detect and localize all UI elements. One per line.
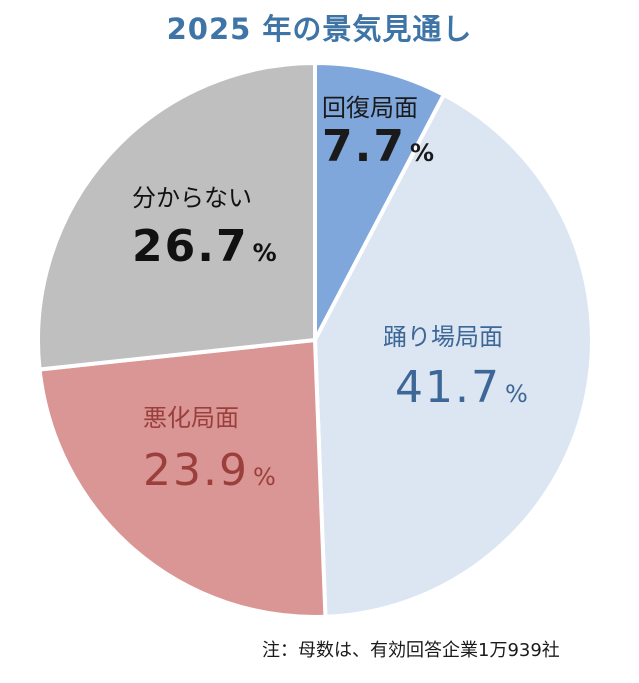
chart-title: 2025 年の景気見通し [166,12,473,46]
category-label: 踊り場局面 [383,323,503,351]
category-label: 回復局面 [322,94,418,122]
percent-sign: % [409,139,434,167]
slice-label-plateau: 踊り場局面 41.7% [383,317,528,413]
footnote: 注：母数は、有効回答企業1万939社 [262,640,560,661]
percent-sign: % [252,239,277,267]
value-number: 26.7 [132,221,249,272]
slice-recovery [313,61,446,342]
value-number: 7.7 [322,121,406,172]
slice-unknown [36,61,317,372]
percent-sign: % [504,380,528,408]
slice-deterioration [37,338,328,619]
category-label: 分からない [132,184,252,212]
category-label: 悪化局面 [143,404,239,432]
value-label: 23.9% [143,445,276,496]
slice-label-unknown: 分からない 26.7% [132,178,277,272]
value-label: 41.7% [395,362,528,413]
value-label: 26.7% [132,221,277,272]
value-label: 7.7% [322,121,434,172]
slice-label-deterioration: 悪化局面 23.9% [143,398,276,496]
value-number: 41.7 [395,362,501,413]
slice-plateau [313,92,594,619]
slice-label-recovery: 回復局面 7.7% [322,88,434,172]
percent-sign: % [252,463,276,491]
value-number: 23.9 [143,445,249,496]
